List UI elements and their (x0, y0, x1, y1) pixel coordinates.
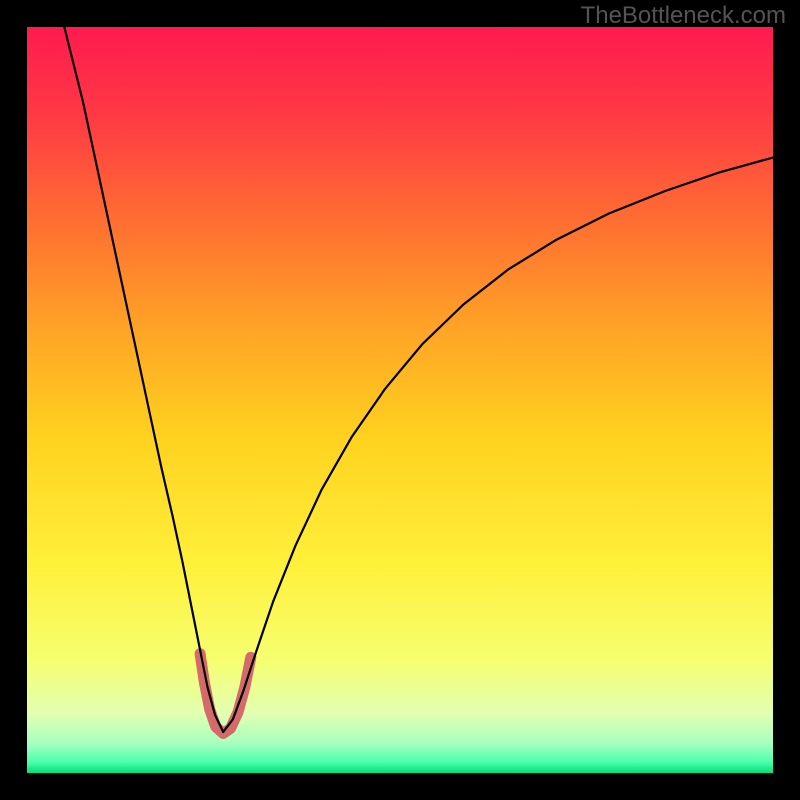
plot-background-gradient (27, 27, 773, 773)
bottleneck-chart (0, 0, 800, 800)
watermark-text: TheBottleneck.com (581, 2, 786, 30)
chart-stage: TheBottleneck.com (0, 0, 800, 800)
